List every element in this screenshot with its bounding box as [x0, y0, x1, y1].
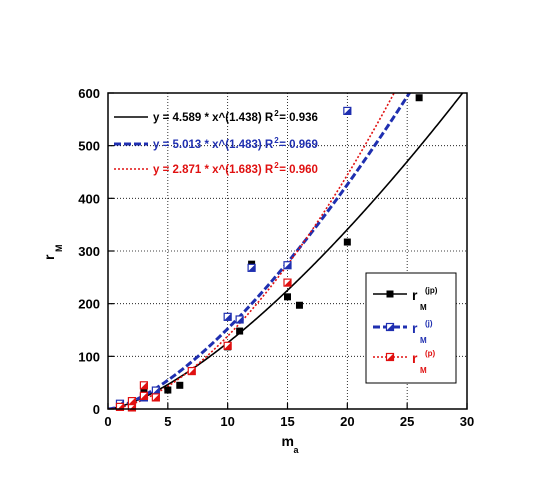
fit-equation-1-sup: 2	[274, 136, 279, 145]
data-point-series-0	[164, 386, 172, 394]
data-point-series-1	[247, 263, 256, 272]
y-tick-label: 0	[93, 402, 100, 417]
legend-label-1-sub: M	[420, 336, 427, 345]
x-tick-label: 25	[400, 414, 414, 429]
legend-marker-0	[386, 290, 394, 298]
data-point-series-2	[139, 381, 148, 390]
x-axis-label-subscript: a	[294, 445, 300, 455]
x-tick-label: 30	[460, 414, 474, 429]
fit-curve-0	[108, 93, 464, 409]
legend-box	[365, 272, 457, 384]
legend: rM(jp)rM(j)rM(p)	[365, 272, 457, 384]
data-point-series-1	[235, 315, 244, 324]
x-axis-label: m	[282, 433, 294, 449]
x-tick-label: 20	[340, 414, 354, 429]
data-point-series-0	[284, 293, 291, 301]
data-point-series-0	[236, 327, 244, 335]
data-point-series-1-fill	[343, 107, 351, 115]
data-point-series-2-fill	[188, 367, 196, 375]
legend-label-1-sup: (j)	[425, 319, 433, 328]
fit-equation-0-value: = 0.936	[279, 112, 318, 124]
fit-equation-2: y = 2.871 * x^(1.683) R	[153, 164, 274, 176]
data-point-series-1	[151, 386, 160, 395]
data-point-series-1	[283, 261, 292, 270]
y-tick-label: 100	[78, 349, 100, 364]
y-tick-label: 200	[78, 297, 100, 312]
data-point-series-1-fill	[152, 387, 160, 395]
data-point-series-2-fill	[284, 279, 291, 287]
data-point-series-1-fill	[284, 261, 291, 269]
data-point-series-2-fill	[152, 393, 160, 401]
legend-marker-2	[385, 352, 395, 362]
data-point-series-0	[176, 381, 184, 389]
legend-label-0-sub: M	[420, 303, 427, 312]
data-point-series-2-fill	[140, 381, 148, 389]
legend-label-2-sup: (p)	[425, 349, 436, 358]
legend-label-2: r	[412, 350, 418, 366]
data-points	[115, 94, 423, 412]
data-point-series-1	[223, 312, 232, 321]
legend-marker-2-fill	[386, 353, 394, 361]
x-tick-label: 10	[220, 414, 234, 429]
y-tick-label: 500	[78, 139, 100, 154]
data-point-series-0	[343, 238, 351, 246]
legend-label-0: r	[412, 287, 418, 303]
data-point-series-1-fill	[248, 264, 256, 272]
data-point-series-2-fill	[224, 342, 232, 350]
y-axis-label: r	[41, 254, 57, 260]
y-tick-label: 300	[78, 244, 100, 259]
data-point-series-1	[343, 106, 352, 116]
fit-equation-1: y = 5.013 * x^(1.483) R	[153, 139, 274, 151]
y-tick-label: 600	[78, 86, 100, 101]
legend-marker-1-fill	[386, 323, 394, 331]
data-point-series-1-fill	[236, 315, 244, 323]
data-point-series-1-fill	[224, 313, 232, 321]
fit-equation-0-sup: 2	[274, 109, 279, 118]
data-point-series-2	[187, 366, 196, 376]
legend-label-1: r	[412, 320, 418, 336]
legend-marker-1	[385, 322, 395, 332]
legend-label-0-sup: (jp)	[425, 286, 438, 295]
y-tick-label: 400	[78, 191, 100, 206]
data-point-series-0	[295, 301, 303, 309]
data-point-series-0	[415, 94, 423, 102]
legend-label-2-sub: M	[420, 366, 427, 375]
data-point-series-2	[139, 391, 148, 400]
y-axis-label-subscript: M	[54, 245, 64, 253]
data-point-series-2-fill	[140, 392, 148, 400]
x-tick-label: 0	[104, 414, 111, 429]
data-point-series-2	[223, 341, 232, 350]
fit-equation-2-sup: 2	[274, 161, 279, 170]
data-point-series-2-fill	[128, 397, 136, 405]
x-tick-label: 15	[280, 414, 294, 429]
x-tick-label: 5	[164, 414, 171, 429]
data-point-series-2	[151, 393, 160, 402]
data-point-series-2	[283, 278, 292, 287]
fit-equation-0: y = 4.589 * x^(1.438) R	[153, 112, 274, 124]
fit-equation-1-value: = 0.969	[279, 139, 318, 151]
fit-equation-2-value: = 0.960	[279, 164, 318, 176]
data-point-series-2	[127, 397, 137, 406]
